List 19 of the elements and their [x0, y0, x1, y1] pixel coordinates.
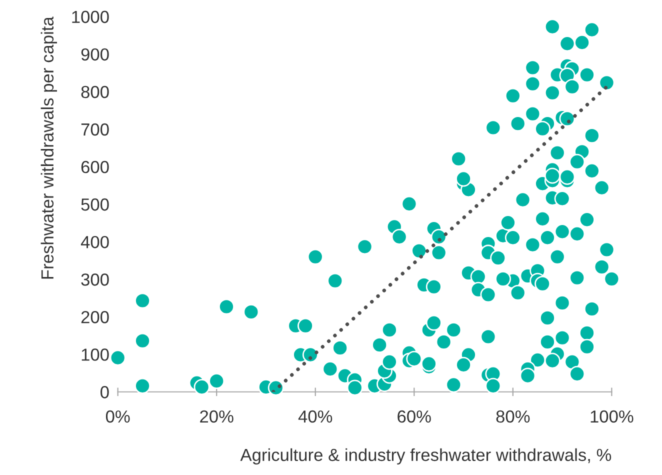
y-tick-label: 1000: [72, 10, 109, 24]
y-tick-label: 400: [80, 236, 109, 248]
y-tick-label: 0: [100, 386, 109, 398]
y-tick-label: 800: [81, 86, 109, 98]
y-tick-label: 200: [81, 310, 109, 324]
x-tick-label: 60%: [398, 410, 431, 423]
x-axis-title: Agriculture & industry freshwater withdrawals, %: [240, 448, 612, 465]
x-tick-label: 80%: [496, 410, 530, 423]
y-tick-label: 700: [81, 123, 109, 136]
y-axis-title: Freshwater withdrawals per capita: [40, 16, 57, 279]
x-tick-label: 20%: [200, 410, 234, 423]
y-tick-label: 500: [81, 198, 109, 211]
y-tick-label: 900: [81, 48, 109, 61]
y-tick-label: 600: [81, 160, 109, 174]
x-tick-label: 100%: [590, 410, 634, 423]
x-tick-label: 0%: [106, 410, 130, 423]
y-tick-label: 100: [82, 348, 109, 361]
x-tick-label: 40%: [298, 410, 332, 423]
y-tick-label: 300: [81, 273, 109, 286]
